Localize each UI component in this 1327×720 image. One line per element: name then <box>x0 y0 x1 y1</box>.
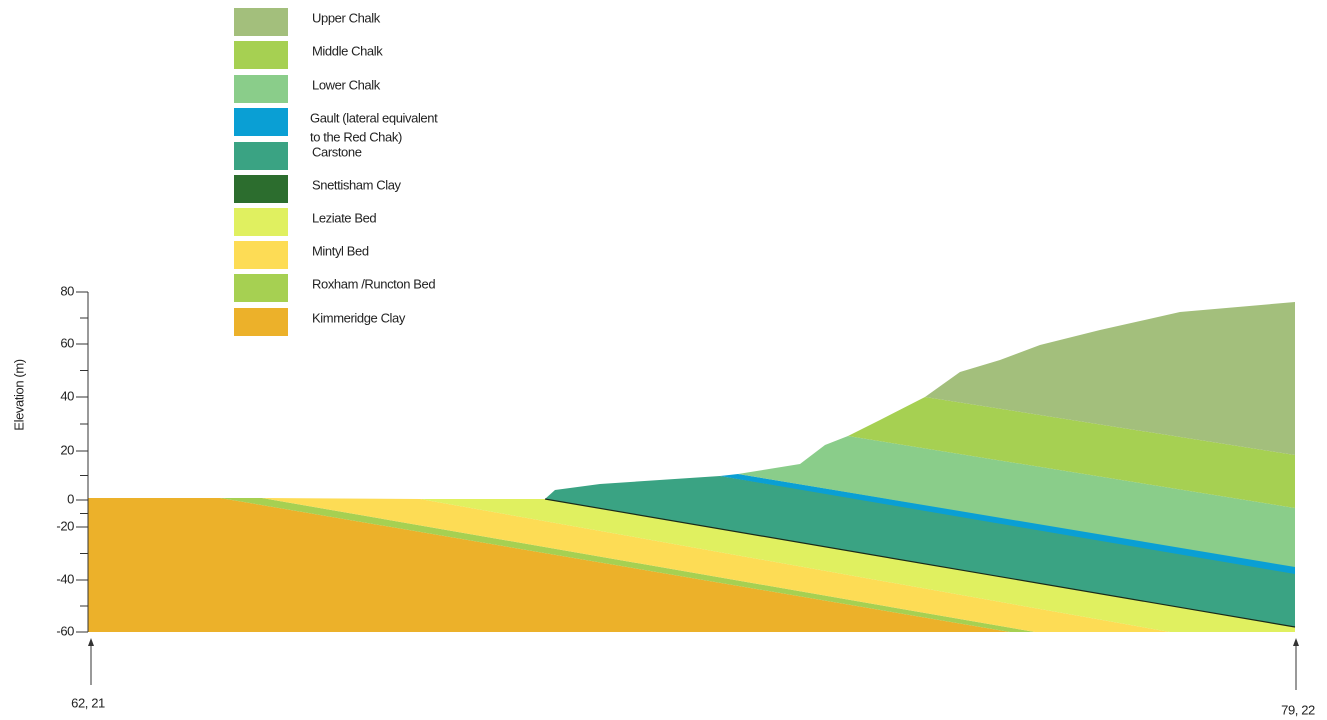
gault-layer <box>720 474 1295 574</box>
legend-swatch <box>234 8 288 36</box>
y-tick-label: 60 <box>60 335 74 350</box>
legend-swatch <box>234 241 288 269</box>
legend-swatch <box>234 75 288 103</box>
legend-label: Carstone <box>312 144 362 159</box>
legend-label: Lower Chalk <box>312 77 381 92</box>
y-tick-label: -20 <box>56 518 74 533</box>
right-arrow-head <box>1293 638 1299 646</box>
left-endpoint: 62, 21 <box>71 695 105 710</box>
upper-chalk-layer <box>925 302 1295 455</box>
legend-label: Leziate Bed <box>312 210 376 225</box>
snettisham-clay-line <box>544 498 1296 628</box>
legend-swatch <box>234 108 288 136</box>
right-endpoint: 79, 22 <box>1281 702 1315 717</box>
legend-label: Middle Chalk <box>312 43 383 58</box>
middle-chalk-layer <box>848 397 1295 508</box>
axis-label: Elevation (m) <box>11 359 26 430</box>
y-tick-label: 20 <box>60 442 74 457</box>
legend-label: Mintyl Bed <box>312 243 369 258</box>
legend-label: to the Red Chak) <box>310 129 402 144</box>
legend-swatch <box>234 175 288 203</box>
legend-swatch <box>234 274 288 302</box>
y-tick-label: 0 <box>67 491 74 506</box>
carstone-layer <box>545 476 1295 627</box>
kimmeridge-clay-layer <box>88 498 1010 632</box>
roxham-bed-layer <box>220 498 1035 632</box>
legend-label: Snettisham Clay <box>312 177 402 192</box>
y-tick-label: -40 <box>56 571 74 586</box>
y-tick-label: -60 <box>56 623 74 638</box>
legend-swatch <box>234 208 288 236</box>
legend-label: Upper Chalk <box>312 10 381 25</box>
legend-label: Kimmeridge Clay <box>312 310 406 325</box>
legend-label: Gault (lateral equivalent <box>310 110 438 125</box>
legend-swatch <box>234 142 288 170</box>
legend-swatch <box>234 308 288 336</box>
leziate-bed-layer <box>420 499 1295 632</box>
y-tick-label: 40 <box>60 388 74 403</box>
y-tick-label: 80 <box>60 283 74 298</box>
lower-chalk-layer <box>738 436 1295 567</box>
legend-swatch <box>234 41 288 69</box>
mintyl-bed-layer <box>262 498 1170 632</box>
legend-label: Roxham /Runcton Bed <box>312 276 435 291</box>
left-arrow-head <box>88 638 94 646</box>
